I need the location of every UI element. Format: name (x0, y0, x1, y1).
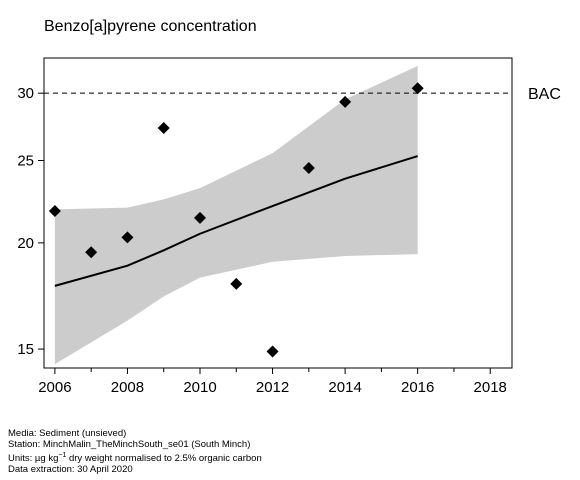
x-tick-label: 2006 (38, 379, 71, 396)
x-tick-label: 2008 (111, 379, 144, 396)
metadata-units: Units: µg kg−1 dry weight normalised to … (8, 450, 262, 464)
metadata-units-prefix: Units: µg kg (8, 453, 59, 465)
metadata-media: Media: Sediment (unsieved) (8, 428, 127, 439)
y-tick-label: 20 (17, 235, 34, 252)
data-point (157, 121, 170, 134)
metadata-units-superscript: −1 (58, 452, 67, 459)
y-axis: 15 20 25 30 (17, 85, 44, 358)
x-tick-label: 2018 (474, 379, 507, 396)
y-tick-label: 15 (17, 341, 34, 358)
chart-canvas: BAC 2006 2008 2010 2012 2014 2016 2018 15 20 25 3… (17, 57, 561, 396)
y-tick-label: 30 (17, 85, 34, 102)
metadata-station: Station: MinchMalin_TheMinchSouth_se01 (… (8, 439, 251, 450)
data-point (266, 345, 279, 358)
data-point (411, 82, 424, 95)
data-point (339, 95, 352, 108)
chart-title: Benzo[a]pyrene concentration (44, 18, 257, 35)
data-point (194, 211, 206, 224)
x-tick-label: 2012 (256, 379, 289, 396)
data-point (85, 246, 98, 259)
metadata-block: Media: Sediment (unsieved) Station: Minc… (8, 428, 262, 475)
confidence-band (54, 65, 418, 365)
reference-label: BAC (528, 86, 561, 103)
y-tick-label: 25 (17, 152, 34, 169)
x-tick-label: 2014 (328, 379, 361, 396)
confidence-band-layer (54, 65, 418, 365)
metadata-units-suffix: dry weight normalised to 2.5% organic ca… (66, 453, 262, 465)
data-point (302, 161, 315, 174)
plot-frame (43, 57, 513, 369)
trend-line-layer (54, 155, 418, 287)
data-point (121, 231, 134, 244)
x-tick-label: 2016 (401, 379, 434, 396)
data-point (230, 277, 243, 290)
trend-line (54, 155, 418, 287)
data-points-layer (48, 82, 424, 358)
metadata-extraction: Data extraction: 30 April 2020 (8, 464, 133, 476)
x-tick-label: 2010 (183, 379, 216, 396)
x-axis: 2006 2008 2010 2012 2014 2016 2018 (38, 368, 507, 396)
data-point (48, 205, 61, 218)
